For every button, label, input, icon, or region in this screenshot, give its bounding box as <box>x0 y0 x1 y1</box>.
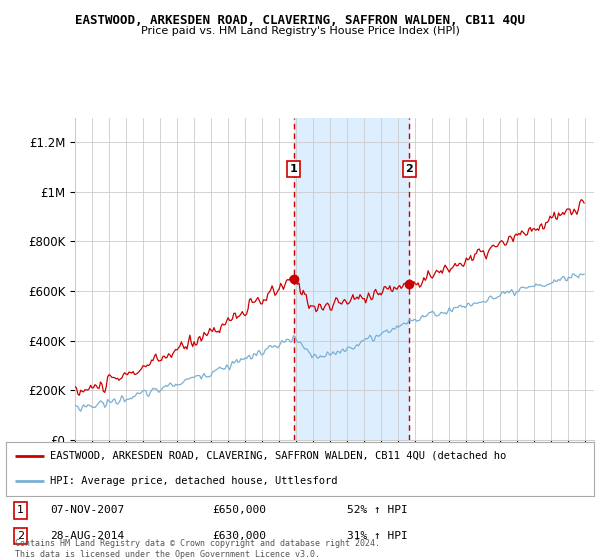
Text: HPI: Average price, detached house, Uttlesford: HPI: Average price, detached house, Uttl… <box>50 475 338 486</box>
Text: 31% ↑ HPI: 31% ↑ HPI <box>347 531 408 541</box>
Bar <box>294 118 409 440</box>
Text: 2: 2 <box>17 531 24 541</box>
Text: Contains HM Land Registry data © Crown copyright and database right 2024.
This d: Contains HM Land Registry data © Crown c… <box>15 539 380 559</box>
Text: 1: 1 <box>17 506 24 515</box>
Text: 07-NOV-2007: 07-NOV-2007 <box>50 506 124 515</box>
Text: Price paid vs. HM Land Registry's House Price Index (HPI): Price paid vs. HM Land Registry's House … <box>140 26 460 36</box>
Text: 1: 1 <box>290 164 298 174</box>
Text: EASTWOOD, ARKESDEN ROAD, CLAVERING, SAFFRON WALDEN, CB11 4QU: EASTWOOD, ARKESDEN ROAD, CLAVERING, SAFF… <box>75 14 525 27</box>
Text: 28-AUG-2014: 28-AUG-2014 <box>50 531 124 541</box>
Text: £650,000: £650,000 <box>212 506 266 515</box>
Text: £630,000: £630,000 <box>212 531 266 541</box>
Text: 2: 2 <box>406 164 413 174</box>
Text: 52% ↑ HPI: 52% ↑ HPI <box>347 506 408 515</box>
Text: EASTWOOD, ARKESDEN ROAD, CLAVERING, SAFFRON WALDEN, CB11 4QU (detached ho: EASTWOOD, ARKESDEN ROAD, CLAVERING, SAFF… <box>50 451 506 461</box>
